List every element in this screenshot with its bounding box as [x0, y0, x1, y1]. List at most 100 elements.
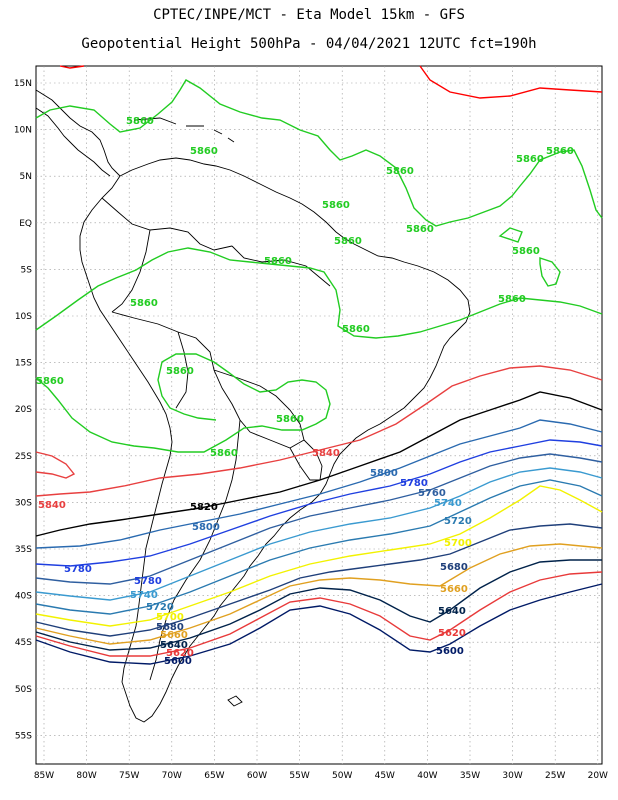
contour-5640	[35, 559, 602, 651]
contour-5860-north	[35, 79, 603, 227]
map-title-line-2: Geopotential Height 500hPa - 04/04/2021 …	[81, 36, 537, 52]
longitude-labels: 85W 80W 75W 70W 65W 60W 55W 50W 45W 40W 35W 30W 25W 2…	[34, 771, 608, 781]
contour-label: 5860	[334, 236, 362, 247]
contour-label: 5660	[160, 630, 188, 641]
contour-label: 5620	[438, 628, 466, 639]
lat-tick-label: 15S	[15, 359, 32, 369]
contour-5720	[35, 479, 603, 615]
contour-label: 5860	[322, 200, 350, 211]
contour-label: 5700	[156, 612, 184, 623]
contour-label: 5720	[444, 516, 472, 527]
contour-label: 5780	[134, 576, 162, 587]
lat-tick-label: EQ	[19, 219, 32, 229]
contour-5660	[35, 543, 603, 645]
contour-label: 5640	[438, 606, 466, 617]
contour-label: 5860	[130, 298, 158, 309]
contour-5860-south	[35, 353, 331, 453]
lon-tick-label: 75W	[119, 771, 139, 781]
contour-label: 5860	[276, 414, 304, 425]
contour-5860-east2	[498, 227, 523, 243]
lon-tick-label: 45W	[375, 771, 395, 781]
lon-tick-label: 55W	[289, 771, 309, 781]
contour-label: 5660	[440, 584, 468, 595]
falkland-islands	[227, 695, 243, 707]
caribbean-islands	[133, 117, 235, 143]
lon-tick-label: 40W	[417, 771, 437, 781]
contour-label: 5600	[164, 656, 192, 667]
contour-5700	[35, 485, 603, 627]
contour-label: 5720	[146, 602, 174, 613]
lat-tick-label: 10N	[14, 126, 32, 136]
lon-tick-label: 30W	[502, 771, 522, 781]
lon-tick-label: 50W	[332, 771, 352, 781]
contour-label: 5700	[444, 538, 472, 549]
south-america-coastline	[79, 157, 471, 723]
lat-tick-label: 55S	[15, 731, 32, 741]
lat-tick-label: 40S	[15, 592, 32, 602]
contour-label: 5840	[312, 448, 340, 459]
contour-label: 5860	[498, 294, 526, 305]
contour-5840-east	[35, 365, 603, 497]
contour-label: 5760	[418, 488, 446, 499]
contour-label: 5860	[516, 154, 544, 165]
contour-label: 5860	[166, 366, 194, 377]
contour-label: 5780	[400, 478, 428, 489]
lat-tick-label: 45S	[15, 638, 32, 648]
contour-label: 5860	[386, 166, 414, 177]
contour-5600	[35, 583, 603, 665]
lat-tick-label: 5N	[20, 172, 32, 182]
lat-tick-label: 20S	[15, 405, 32, 415]
contour-5800	[35, 419, 603, 549]
contour-5760	[35, 453, 603, 585]
lon-tick-label: 70W	[162, 771, 182, 781]
country-borders	[101, 197, 331, 681]
latitude-labels: 15N 10N 5N EQ 5S 10S 15S 20S 25S 30S 35S 40S 45S 50S 5…	[14, 79, 32, 741]
contour-label: 5800	[192, 522, 220, 533]
contour-label: 5860	[36, 376, 64, 387]
lat-tick-label: 15N	[14, 79, 32, 89]
contour-label: 5860	[342, 324, 370, 335]
contour-label: 5740	[434, 498, 462, 509]
contour-label: 5740	[130, 590, 158, 601]
lon-tick-label: 60W	[247, 771, 267, 781]
central-america-pacific-coast	[35, 107, 111, 177]
contour-label: 5780	[64, 564, 92, 575]
contour-5620	[35, 571, 603, 657]
contour-5740	[35, 467, 603, 601]
lon-tick-label: 25W	[545, 771, 565, 781]
contour-5820	[35, 391, 603, 537]
contour-5860-east	[539, 257, 561, 287]
contour-5880-north	[419, 65, 603, 99]
contour-label: 5840	[38, 500, 66, 511]
contour-label: 5680	[440, 562, 468, 573]
contour-5680	[35, 523, 603, 637]
contour-label: 5860	[210, 448, 238, 459]
contour-5840-west	[35, 451, 76, 479]
contour-label: 5860	[190, 146, 218, 157]
lon-tick-label: 65W	[204, 771, 224, 781]
lat-tick-label: 10S	[15, 312, 32, 322]
lon-tick-label: 20W	[588, 771, 608, 781]
contour-label: 5600	[436, 646, 464, 657]
contour-value-labels: 5860 5860 5860 5860 5860 5860 5860 5860 …	[36, 116, 574, 667]
contour-label: 5820	[190, 502, 218, 513]
lat-tick-label: 35S	[15, 545, 32, 555]
plot-frame	[35, 65, 603, 765]
lon-tick-label: 80W	[76, 771, 96, 781]
contour-label: 5860	[264, 256, 292, 267]
contour-label: 5680	[156, 622, 184, 633]
contour-label: 5860	[512, 246, 540, 257]
lon-tick-label: 35W	[460, 771, 480, 781]
lat-tick-label: 50S	[15, 685, 32, 695]
contour-label: 5860	[406, 224, 434, 235]
contour-label: 5860	[546, 146, 574, 157]
lon-tick-label: 85W	[34, 771, 54, 781]
lat-tick-label: 25S	[15, 452, 32, 462]
height-contours	[35, 65, 603, 665]
contour-label: 5640	[160, 640, 188, 651]
contour-label: 5620	[166, 648, 194, 659]
contour-5880-northwest	[59, 65, 85, 69]
contour-5780	[35, 439, 603, 567]
lat-tick-label: 5S	[21, 265, 33, 275]
